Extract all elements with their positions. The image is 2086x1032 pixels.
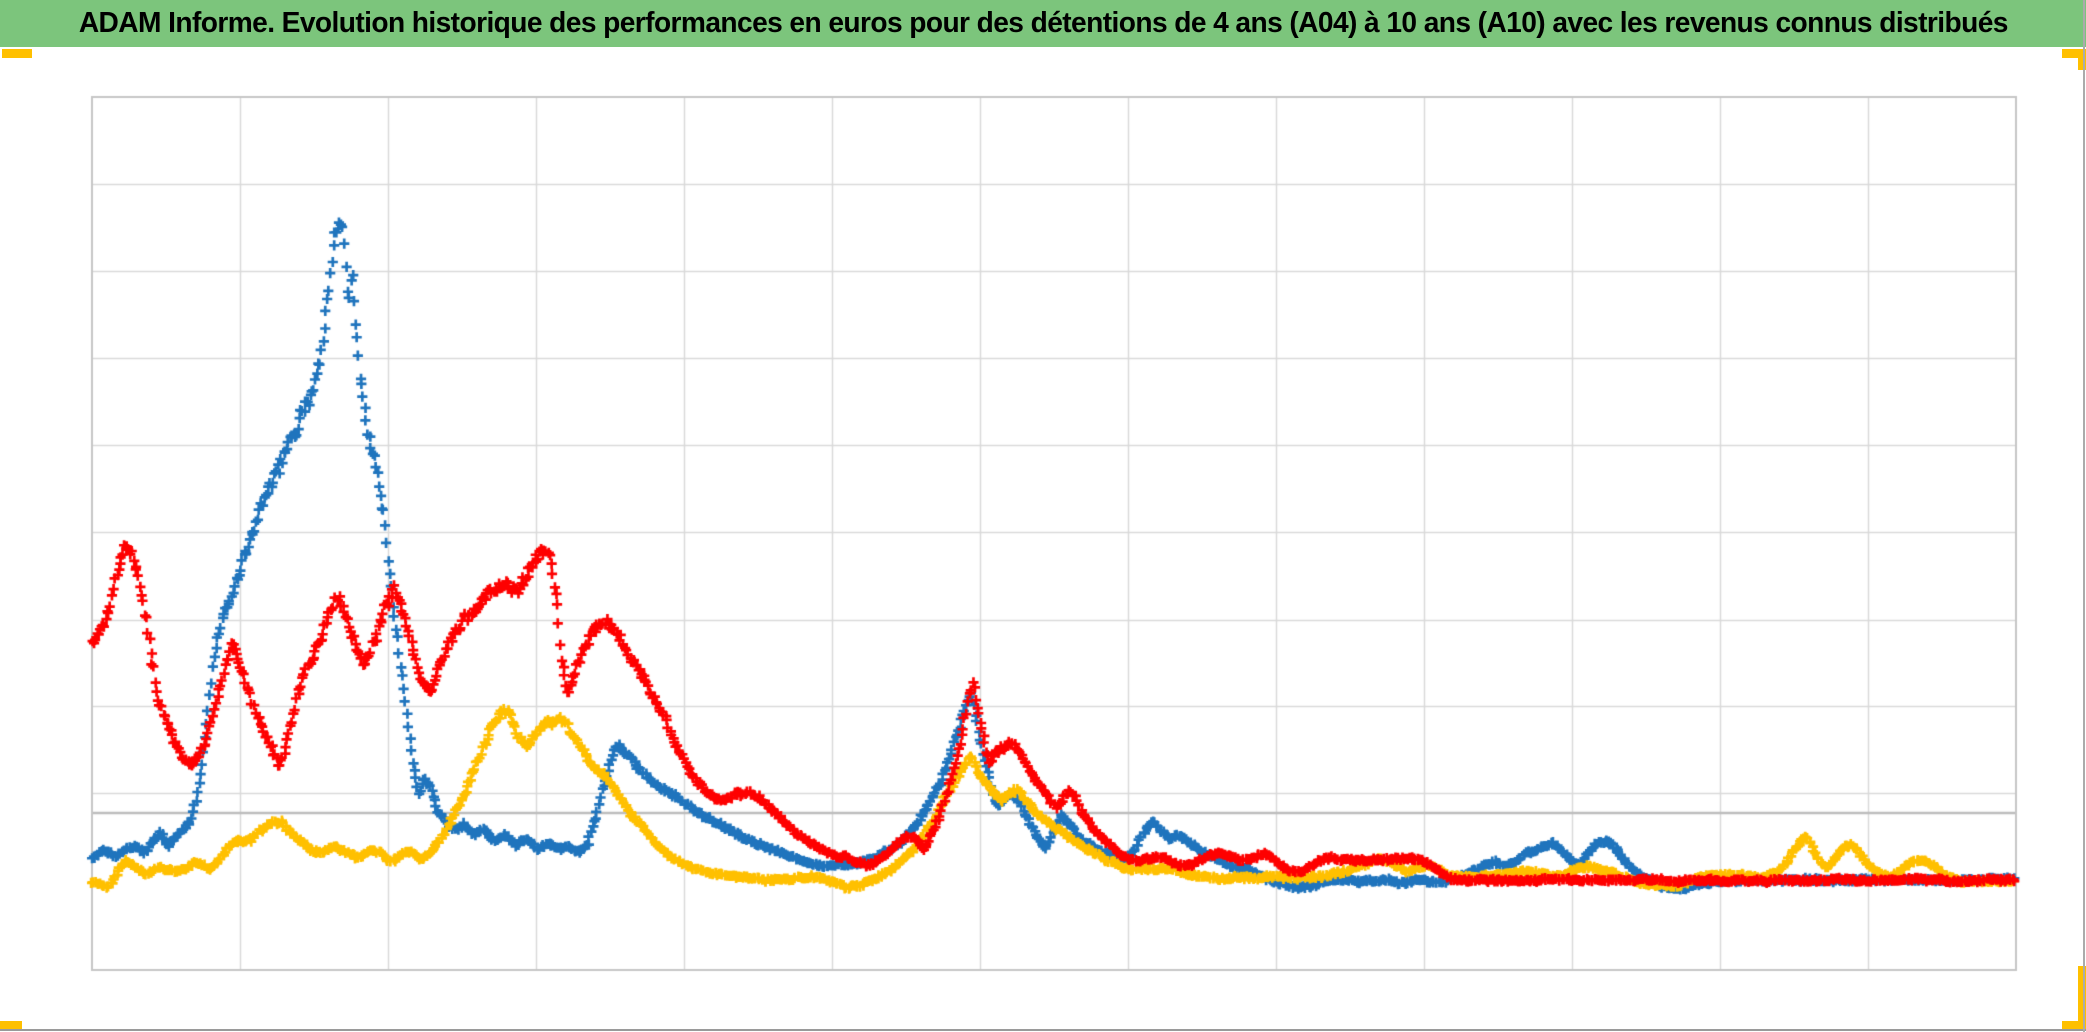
chart-object[interactable] xyxy=(0,0,2086,1032)
spreadsheet-page: { "header": { "title": "ADAM Informe. Ev… xyxy=(0,0,2086,1032)
scatter-plot-canvas xyxy=(0,0,2086,1032)
